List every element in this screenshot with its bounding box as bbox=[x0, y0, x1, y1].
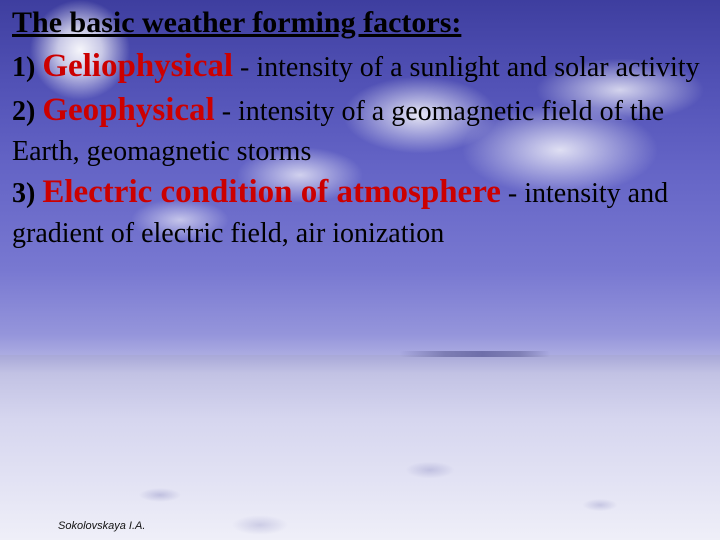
horizon-landmass bbox=[400, 351, 550, 357]
factor-name: Electric condition of atmosphere bbox=[42, 174, 501, 210]
text-content: The basic weather forming factors: 1) Ge… bbox=[12, 4, 708, 253]
slide-background: The basic weather forming factors: 1) Ge… bbox=[0, 0, 720, 540]
factor-name: Geliophysical bbox=[42, 48, 233, 84]
slide-title: The basic weather forming factors: bbox=[12, 4, 708, 42]
list-item: 2) Geophysical - intensity of a geomagne… bbox=[12, 88, 708, 170]
item-number: 1) bbox=[12, 52, 42, 83]
list-item: 1) Geliophysical - intensity of a sunlig… bbox=[12, 44, 708, 89]
factor-description: - intensity of a sunlight and solar acti… bbox=[233, 52, 700, 83]
factor-name: Geophysical bbox=[42, 92, 214, 128]
list-item: 3) Electric condition of atmosphere - in… bbox=[12, 170, 708, 252]
item-number: 3) bbox=[12, 178, 42, 209]
footer-author: Sokolovskaya I.A. bbox=[58, 520, 145, 532]
item-number: 2) bbox=[12, 96, 42, 127]
ice-foreground bbox=[0, 355, 720, 540]
